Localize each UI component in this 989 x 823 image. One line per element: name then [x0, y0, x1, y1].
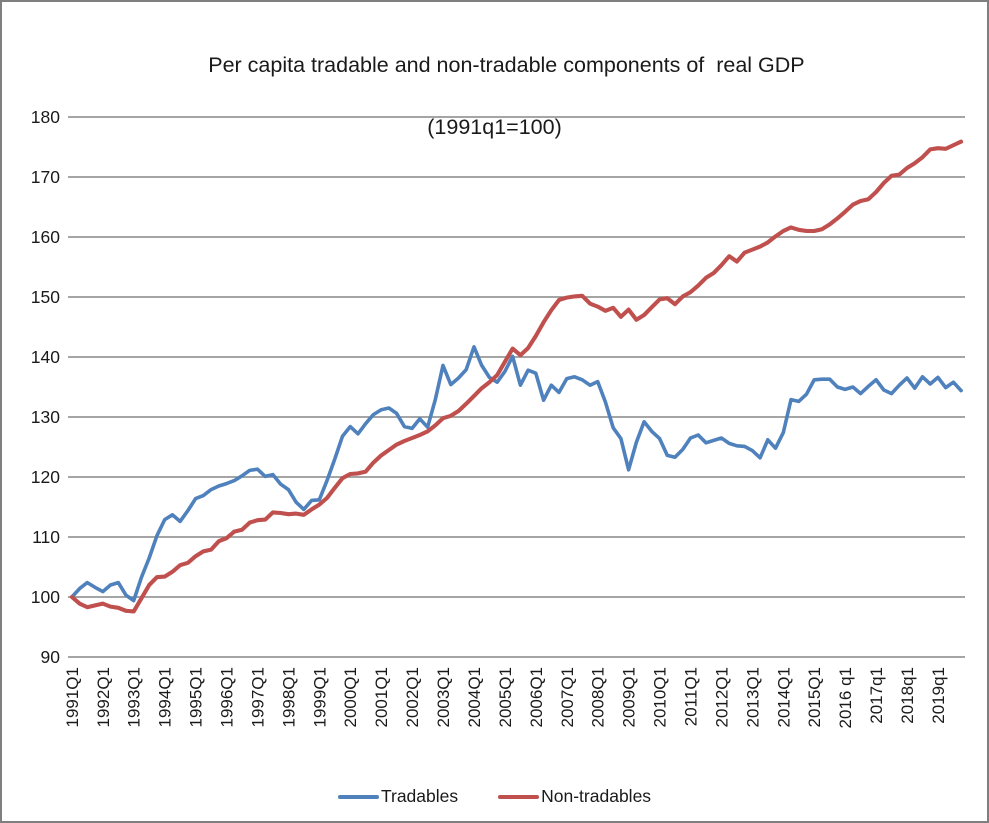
x-tick-label-1995Q1: 1995Q1 — [187, 667, 206, 728]
x-tick-label-1998Q1: 1998Q1 — [279, 667, 298, 728]
x-tick-label-2001Q1: 2001Q1 — [372, 667, 391, 728]
x-tick-label-2006Q1: 2006Q1 — [527, 667, 546, 728]
legend-label-non-tradables: Non-tradables — [541, 786, 652, 806]
x-tick-label-2004Q1: 2004Q1 — [465, 667, 484, 728]
y-tick-label-160: 160 — [31, 227, 60, 247]
x-tick-label-2019q1: 2019q1 — [929, 667, 948, 724]
x-tick-label-2015Q1: 2015Q1 — [805, 667, 824, 728]
x-tick-label-1994Q1: 1994Q1 — [156, 667, 175, 728]
x-tick-label-2002Q1: 2002Q1 — [403, 667, 422, 728]
x-tick-label-2013Q1: 2013Q1 — [743, 667, 762, 728]
x-tick-label-2007Q1: 2007Q1 — [558, 667, 577, 728]
x-tick-label-1992Q1: 1992Q1 — [94, 667, 113, 728]
x-tick-label-2018q1: 2018q1 — [898, 667, 917, 724]
x-tick-label-1996Q1: 1996Q1 — [218, 667, 237, 728]
x-tick-label-2005Q1: 2005Q1 — [496, 667, 515, 728]
x-tick-label-1997Q1: 1997Q1 — [248, 667, 267, 728]
x-tick-label-2016q1: 2016 q1 — [836, 667, 855, 728]
y-tick-label-180: 180 — [31, 107, 60, 127]
x-tick-label-1999Q1: 1999Q1 — [310, 667, 329, 728]
x-tick-label-2009Q1: 2009Q1 — [620, 667, 639, 728]
chart-subtitle: (1991q1=100) — [427, 115, 562, 139]
x-tick-label-2011Q1: 2011Q1 — [681, 667, 700, 726]
y-tick-label-140: 140 — [31, 347, 60, 367]
y-tick-label-150: 150 — [31, 287, 60, 307]
x-tick-label-2008Q1: 2008Q1 — [589, 667, 608, 728]
y-tick-label-130: 130 — [31, 407, 60, 427]
y-tick-label-170: 170 — [31, 167, 60, 187]
y-tick-label-90: 90 — [41, 647, 61, 667]
y-tick-label-120: 120 — [31, 467, 60, 487]
legend: Tradables Non-tradables — [2, 786, 987, 807]
x-tick-label-2000Q1: 2000Q1 — [341, 667, 360, 728]
x-tick-label-2017q1: 2017q1 — [867, 667, 886, 724]
series-line-tradables — [70, 344, 963, 603]
x-tick-label-2014Q1: 2014Q1 — [774, 667, 793, 728]
y-tick-label-100: 100 — [31, 587, 60, 607]
tradables-line-icon — [337, 794, 379, 799]
x-tick-label-1993Q1: 1993Q1 — [125, 667, 144, 728]
chart-title: Per capita tradable and non-tradable com… — [2, 19, 987, 205]
series-line-non-tradables — [69, 139, 964, 614]
x-tick-label-2003Q1: 2003Q1 — [434, 667, 453, 728]
x-tick-label-2012Q1: 2012Q1 — [712, 667, 731, 728]
x-tick-label-1991Q1: 1991Q1 — [63, 667, 82, 728]
legend-item-tradables: Tradables — [337, 786, 459, 807]
y-tick-label-110: 110 — [32, 527, 60, 547]
chart-title-line1: Per capita tradable and non-tradable com… — [208, 53, 805, 77]
x-tick-label-2010Q1: 2010Q1 — [651, 667, 670, 728]
legend-item-non-tradables: Non-tradables — [498, 786, 651, 807]
non-tradables-line-icon — [498, 794, 540, 799]
legend-label-tradables: Tradables — [380, 786, 459, 806]
